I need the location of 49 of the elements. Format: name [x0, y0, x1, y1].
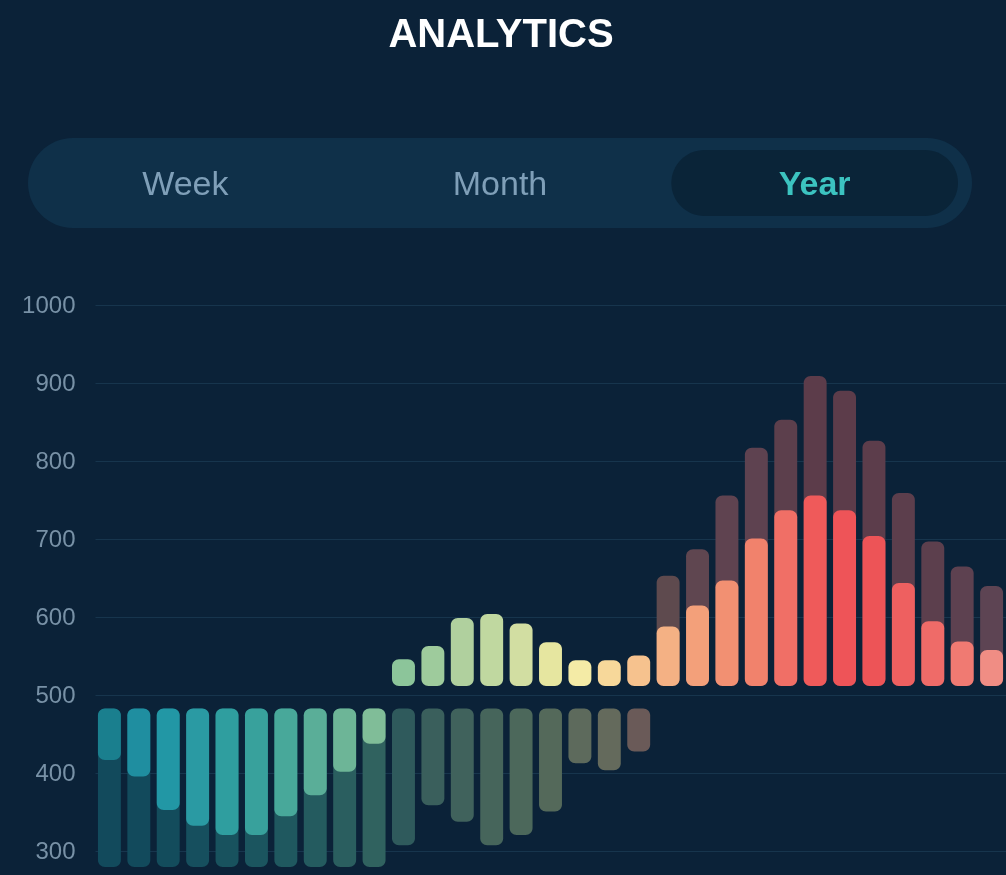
- bar: [744, 538, 768, 686]
- bar: [539, 708, 562, 812]
- bar: [186, 708, 210, 826]
- bar: [421, 646, 445, 686]
- bar: [450, 708, 474, 822]
- bar: [97, 708, 121, 761]
- bar: [891, 582, 915, 686]
- bar: [833, 510, 857, 686]
- bar: [539, 642, 562, 686]
- text: Month: [452, 164, 548, 202]
- bar: [244, 708, 268, 835]
- y-tick-label: 700: [35, 524, 76, 552]
- bar: [715, 580, 739, 686]
- y-tick-label: 500: [35, 680, 76, 708]
- bar: [803, 495, 827, 686]
- bar: [509, 708, 533, 835]
- bar: [568, 708, 592, 764]
- bar: [127, 708, 151, 777]
- y-tick-label: 800: [35, 446, 76, 474]
- bar: [627, 655, 651, 686]
- bar: [392, 708, 415, 846]
- text: Week: [142, 164, 230, 202]
- bar: [686, 605, 709, 686]
- bar: [156, 708, 180, 811]
- bar: [450, 618, 474, 686]
- bar: [480, 614, 504, 686]
- y-tick-label: 400: [35, 758, 76, 786]
- bar: [774, 510, 798, 686]
- y-tick-label: 600: [35, 602, 76, 630]
- bar: [333, 708, 357, 772]
- bar: [627, 708, 651, 752]
- bar: [303, 708, 327, 796]
- y-tick-label: 1000: [22, 290, 76, 318]
- y-tick-label: 900: [35, 368, 76, 396]
- bar: [421, 708, 445, 806]
- bar: [980, 650, 1004, 686]
- bar: [656, 626, 680, 686]
- bar: [480, 708, 504, 846]
- bar: [950, 641, 974, 686]
- bar: [921, 621, 945, 686]
- bar: [509, 623, 533, 686]
- bar: [362, 708, 386, 744]
- text: Year: [778, 164, 851, 202]
- bar: [274, 708, 298, 817]
- y-tick-label: 300: [35, 836, 76, 864]
- chart-title: ANALYTICS: [388, 11, 614, 55]
- bar: [215, 708, 239, 835]
- bar: [862, 536, 886, 686]
- bar: [597, 708, 621, 771]
